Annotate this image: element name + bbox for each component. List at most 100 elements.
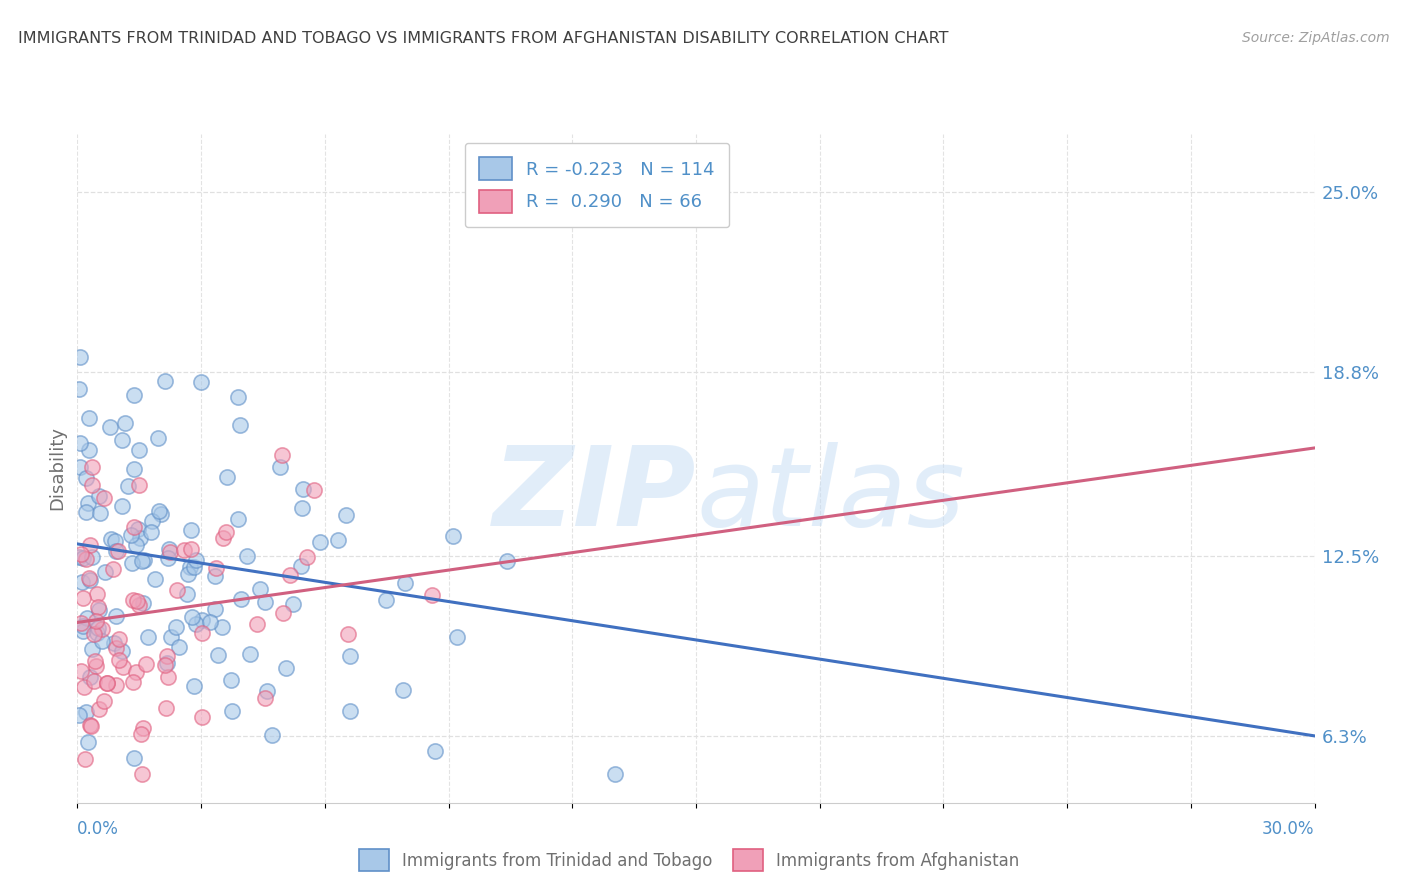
Point [496, 554, 519, 568]
Point [96, 676, 118, 690]
Point [173, 543, 195, 558]
Point [77, 571, 100, 585]
Point [308, 535, 330, 549]
Point [111, 434, 134, 448]
Point [122, 462, 145, 476]
Point [304, 483, 326, 497]
Point [84, 659, 107, 673]
Point [219, 673, 242, 687]
Point [86, 626, 108, 640]
Point [125, 538, 148, 552]
Point [82, 460, 104, 475]
Point [131, 554, 153, 568]
Point [127, 594, 149, 608]
Point [157, 670, 180, 684]
Point [100, 532, 122, 546]
Point [239, 647, 262, 661]
Point [167, 640, 190, 654]
Point [84, 654, 107, 668]
Point [121, 556, 143, 570]
Point [120, 527, 142, 541]
Point [211, 620, 233, 634]
Point [215, 470, 238, 484]
Point [177, 566, 200, 581]
Point [72, 624, 94, 638]
Point [96, 676, 118, 690]
Point [166, 583, 188, 598]
Point [157, 542, 180, 557]
Point [73, 680, 96, 694]
Text: atlas: atlas [696, 442, 965, 549]
Point [105, 677, 128, 691]
Point [69, 436, 91, 450]
Point [204, 568, 226, 582]
Text: 30.0%: 30.0% [1263, 820, 1315, 838]
Point [184, 553, 207, 567]
Point [75, 470, 97, 484]
Point [79, 717, 101, 731]
Point [229, 592, 252, 607]
Point [131, 766, 153, 780]
Point [155, 701, 177, 715]
Point [132, 722, 155, 736]
Point [111, 644, 134, 658]
Point [129, 727, 152, 741]
Point [83, 627, 105, 641]
Point [104, 609, 127, 624]
Point [89, 603, 111, 617]
Text: ZIP: ZIP [492, 442, 696, 549]
Point [603, 766, 626, 780]
Point [79, 538, 101, 552]
Point [176, 587, 198, 601]
Point [156, 656, 179, 670]
Point [441, 529, 464, 543]
Text: Source: ZipAtlas.com: Source: ZipAtlas.com [1241, 31, 1389, 45]
Point [69, 460, 91, 475]
Point [180, 609, 202, 624]
Point [122, 520, 145, 534]
Point [108, 632, 131, 647]
Point [260, 728, 283, 742]
Point [67, 708, 90, 723]
Point [98, 420, 121, 434]
Point [107, 544, 129, 558]
Point [183, 560, 205, 574]
Point [190, 375, 212, 389]
Point [87, 600, 110, 615]
Point [335, 508, 357, 523]
Point [328, 533, 350, 547]
Point [423, 744, 446, 758]
Point [274, 660, 297, 674]
Text: 0.0%: 0.0% [77, 820, 120, 838]
Point [128, 443, 150, 458]
Point [271, 448, 294, 462]
Point [76, 611, 98, 625]
Point [226, 390, 249, 404]
Point [75, 752, 97, 766]
Point [104, 533, 127, 548]
Point [165, 620, 187, 634]
Point [129, 531, 152, 545]
Point [212, 531, 235, 545]
Point [191, 625, 214, 640]
Point [273, 606, 295, 620]
Legend: R = -0.223   N = 114, R =  0.290   N = 66: R = -0.223 N = 114, R = 0.290 N = 66 [465, 143, 730, 227]
Point [79, 573, 101, 587]
Point [278, 567, 301, 582]
Point [148, 504, 170, 518]
Point [89, 506, 111, 520]
Point [135, 657, 157, 672]
Point [191, 710, 214, 724]
Point [75, 505, 97, 519]
Point [153, 657, 176, 672]
Point [77, 735, 100, 749]
Point [80, 641, 103, 656]
Legend: Immigrants from Trinidad and Tobago, Immigrants from Afghanistan: Immigrants from Trinidad and Tobago, Imm… [350, 841, 1028, 880]
Point [80, 478, 103, 492]
Point [69, 350, 91, 364]
Point [422, 588, 444, 602]
Point [67, 550, 90, 565]
Point [141, 515, 163, 529]
Point [215, 524, 238, 539]
Point [72, 550, 94, 565]
